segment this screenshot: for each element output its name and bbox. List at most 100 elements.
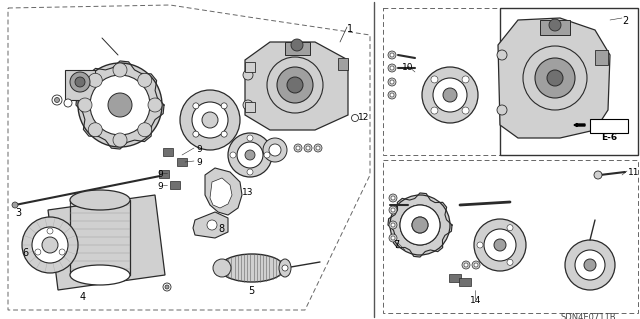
Polygon shape xyxy=(459,278,471,286)
Text: 9: 9 xyxy=(157,182,163,191)
Circle shape xyxy=(391,208,395,212)
Circle shape xyxy=(70,72,90,92)
Circle shape xyxy=(389,194,397,202)
Circle shape xyxy=(484,229,516,261)
Text: 14: 14 xyxy=(470,296,481,305)
Text: 13: 13 xyxy=(242,188,253,197)
Text: 4: 4 xyxy=(80,292,86,302)
Circle shape xyxy=(431,107,438,114)
Text: 6: 6 xyxy=(22,248,28,258)
Circle shape xyxy=(314,144,322,152)
Text: 10: 10 xyxy=(402,63,413,72)
Polygon shape xyxy=(338,58,348,70)
Circle shape xyxy=(391,196,395,200)
Polygon shape xyxy=(245,102,255,112)
Circle shape xyxy=(316,146,320,150)
Circle shape xyxy=(433,78,467,112)
Polygon shape xyxy=(388,193,452,257)
Circle shape xyxy=(294,144,302,152)
Circle shape xyxy=(22,217,78,273)
Polygon shape xyxy=(177,158,187,166)
Circle shape xyxy=(462,261,470,269)
Text: 7: 7 xyxy=(393,240,399,250)
Text: 9: 9 xyxy=(196,145,202,154)
Circle shape xyxy=(523,46,587,110)
Circle shape xyxy=(180,90,240,150)
Text: 8: 8 xyxy=(218,224,224,234)
Circle shape xyxy=(462,107,469,114)
Circle shape xyxy=(474,219,526,271)
Text: 1: 1 xyxy=(347,24,353,34)
Circle shape xyxy=(549,19,561,31)
Circle shape xyxy=(547,70,563,86)
Circle shape xyxy=(88,73,102,87)
Circle shape xyxy=(267,57,323,113)
Circle shape xyxy=(243,100,253,110)
Ellipse shape xyxy=(213,259,231,277)
Polygon shape xyxy=(498,18,610,138)
Polygon shape xyxy=(65,70,95,100)
Circle shape xyxy=(207,220,217,230)
Polygon shape xyxy=(159,170,169,178)
Circle shape xyxy=(388,78,396,86)
Circle shape xyxy=(148,98,162,112)
Circle shape xyxy=(391,236,395,240)
Ellipse shape xyxy=(70,190,130,210)
Circle shape xyxy=(575,250,605,280)
Circle shape xyxy=(42,237,58,253)
Circle shape xyxy=(412,217,428,233)
Circle shape xyxy=(291,39,303,51)
Circle shape xyxy=(390,66,394,70)
Circle shape xyxy=(277,67,313,103)
Circle shape xyxy=(389,234,397,242)
Circle shape xyxy=(389,206,397,214)
Circle shape xyxy=(264,152,270,158)
Circle shape xyxy=(78,63,162,147)
Circle shape xyxy=(247,135,253,141)
Circle shape xyxy=(202,112,218,128)
Circle shape xyxy=(237,142,263,168)
Circle shape xyxy=(54,98,60,102)
Circle shape xyxy=(247,169,253,175)
Polygon shape xyxy=(76,61,164,149)
Circle shape xyxy=(464,263,468,267)
Circle shape xyxy=(462,76,469,83)
Circle shape xyxy=(88,123,102,137)
Circle shape xyxy=(390,93,394,97)
Circle shape xyxy=(400,205,440,245)
Circle shape xyxy=(390,53,394,57)
Polygon shape xyxy=(210,178,232,208)
Text: 3: 3 xyxy=(15,208,21,218)
Ellipse shape xyxy=(279,259,291,277)
Circle shape xyxy=(269,144,281,156)
Circle shape xyxy=(391,223,395,227)
Circle shape xyxy=(12,202,18,208)
Circle shape xyxy=(431,76,438,83)
Circle shape xyxy=(282,265,288,271)
Circle shape xyxy=(35,249,41,255)
Text: SDN4E0711B: SDN4E0711B xyxy=(560,313,616,319)
Circle shape xyxy=(64,99,72,107)
Polygon shape xyxy=(540,20,570,35)
Circle shape xyxy=(389,221,397,229)
Circle shape xyxy=(113,133,127,147)
Circle shape xyxy=(390,80,394,84)
Circle shape xyxy=(390,195,450,255)
Circle shape xyxy=(52,95,62,105)
Circle shape xyxy=(47,228,53,234)
Text: 11: 11 xyxy=(628,168,639,177)
Circle shape xyxy=(594,171,602,179)
Circle shape xyxy=(472,261,480,269)
Circle shape xyxy=(263,138,287,162)
Circle shape xyxy=(400,205,440,245)
Polygon shape xyxy=(163,148,173,156)
Circle shape xyxy=(497,50,507,60)
Text: 5: 5 xyxy=(248,286,254,296)
Circle shape xyxy=(287,77,303,93)
Circle shape xyxy=(59,249,65,255)
Circle shape xyxy=(230,152,236,158)
Circle shape xyxy=(351,115,358,122)
Circle shape xyxy=(221,103,227,109)
Bar xyxy=(590,119,628,133)
Circle shape xyxy=(477,242,483,248)
